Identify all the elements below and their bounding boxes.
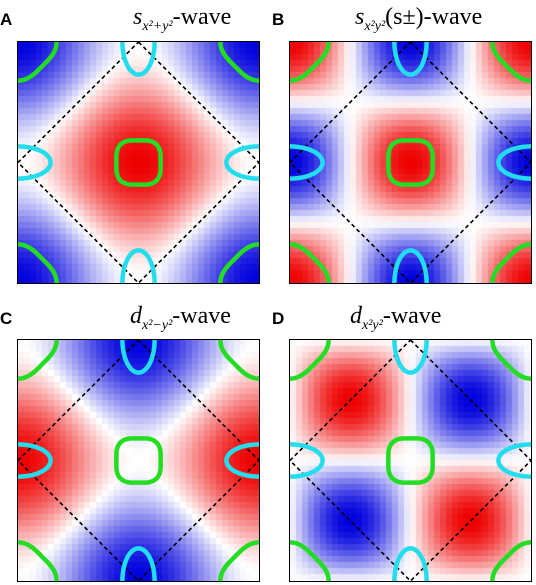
gap-map-c [17,339,260,582]
zone-boundary-line [290,340,531,581]
zone-boundary-line [18,340,259,581]
fermi-surface-overlay [18,340,259,581]
fermi-surface-overlay [18,42,259,283]
panel-title: sx²+y²-wave [133,4,232,34]
corner-hole-pocket [18,242,59,283]
left-electron-pocket [290,442,325,479]
panel-label: A [0,10,13,29]
fermi-surface-overlay [290,42,531,283]
corner-hole-pocket [490,242,531,283]
left-electron-pocket [18,144,53,181]
center-hole-pocket [386,138,435,187]
panel-label: C [0,309,13,328]
corner-hole-pocket [18,540,59,581]
corner-hole-pocket [218,540,259,581]
center-hole-pocket [386,436,435,485]
gap-heatmap [290,340,531,581]
zone-boundary-line [18,42,259,283]
top-electron-pocket [392,340,429,375]
panel-title: dx²y²-wave [350,303,442,333]
bottom-electron-pocket [120,546,157,581]
gap-heatmap [290,42,531,283]
panel-title: sx²y²(s±)-wave [355,4,483,34]
bottom-electron-pocket [392,248,429,283]
gap-heatmap [18,340,259,581]
gap-heatmap [18,42,259,283]
corner-hole-pocket [290,540,331,581]
zone-boundary-line [290,42,531,283]
panel-label: D [272,309,285,328]
corner-hole-pocket [18,340,59,381]
corner-hole-pocket [490,42,531,83]
top-electron-pocket [120,340,157,375]
fermi-surface-overlay [290,340,531,581]
corner-hole-pocket [490,540,531,581]
corner-hole-pocket [290,242,331,283]
gap-map-b [289,41,532,284]
corner-hole-pocket [18,42,59,83]
left-electron-pocket [18,442,53,479]
right-electron-pocket [496,442,531,479]
right-electron-pocket [224,442,259,479]
center-hole-pocket [114,138,163,187]
bottom-electron-pocket [392,546,429,581]
corner-hole-pocket [290,340,331,381]
corner-hole-pocket [218,340,259,381]
panel-label: B [272,10,285,29]
corner-hole-pocket [218,242,259,283]
center-hole-pocket [114,436,163,485]
corner-hole-pocket [490,340,531,381]
top-electron-pocket [120,42,157,77]
left-electron-pocket [290,144,325,181]
right-electron-pocket [224,144,259,181]
bottom-electron-pocket [120,248,157,283]
panel-title: dx²−y²-wave [130,303,231,333]
gap-map-d [289,339,532,582]
right-electron-pocket [496,144,531,181]
top-electron-pocket [392,42,429,77]
corner-hole-pocket [290,42,331,83]
corner-hole-pocket [218,42,259,83]
gap-map-a [17,41,260,284]
